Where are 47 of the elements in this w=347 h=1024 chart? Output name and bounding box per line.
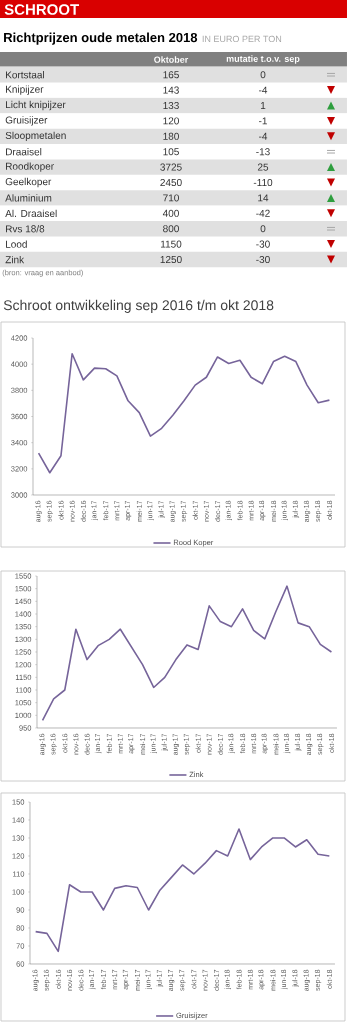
data-label: -30: [256, 255, 270, 264]
data-label: -110: [253, 178, 273, 187]
data-label: -1: [258, 117, 267, 125]
data-label: 400: [162, 209, 179, 217]
category-label: Lood: [6, 240, 27, 248]
data-label: 710: [163, 194, 179, 202]
data-label: 14: [258, 194, 269, 202]
data-label: -13: [256, 148, 270, 156]
category-label: Draaisel: [6, 148, 42, 156]
category-label: Geelkoper: [5, 177, 52, 188]
data-label: 165: [163, 71, 179, 79]
data-label: -4: [258, 132, 268, 140]
category-label: Aluminium: [5, 194, 52, 202]
line-series: [37, 352, 331, 474]
series-label: Oktober: [154, 56, 189, 63]
data-label: 800: [163, 225, 179, 233]
data-label: 3725: [160, 163, 182, 171]
text: SCHROOT: [4, 4, 80, 15]
data-label: -30: [256, 240, 270, 248]
text: Richtprijzen oude metalen 2018: [4, 32, 198, 45]
category-label: Rvs 18/8: [6, 225, 45, 233]
data-label: 1250: [160, 255, 182, 264]
data-label: -4: [258, 86, 268, 94]
data-label: 180: [163, 132, 179, 140]
data-label: -42: [256, 209, 270, 217]
text: IN EURO PER TON: [202, 35, 282, 43]
category-label: Zink: [5, 255, 25, 264]
data-label: 25: [257, 163, 269, 171]
data-label: 1: [260, 102, 266, 109]
data-label: 0: [260, 225, 266, 233]
text: mutatie t.o.v. sep: [226, 55, 300, 64]
data-label: 2450: [160, 178, 182, 187]
category-label: Gruisijzer: [5, 116, 48, 126]
category-label: Licht knipijzer: [6, 100, 66, 111]
category-label: Kortstaal: [6, 71, 44, 79]
data-label: 143: [163, 86, 179, 94]
category-label: Roodkoper: [6, 162, 54, 172]
chart-title: Schroot ontwikkeling sep 2016 t/m okt 2018: [3, 299, 274, 313]
data-label: 133: [163, 101, 179, 110]
category-label: Al. Draaisel: [5, 209, 57, 217]
data-label: 1150: [161, 240, 182, 248]
data-label: 0: [260, 71, 266, 79]
data-label: 120: [163, 117, 179, 125]
category-label: Sloopmetalen: [5, 131, 66, 141]
data-label: 105: [163, 148, 179, 156]
category-label: Knipijzer: [6, 85, 44, 95]
line-series: [34, 828, 331, 953]
